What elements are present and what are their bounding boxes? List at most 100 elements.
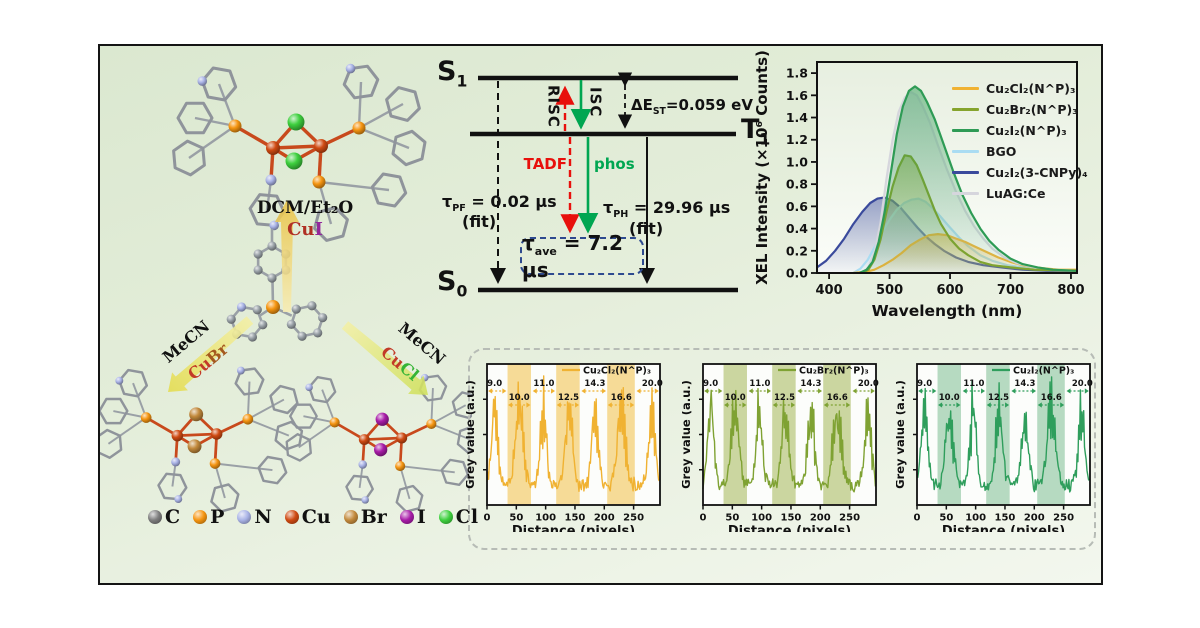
line-pair-band	[507, 364, 531, 505]
line-pair-band	[772, 364, 796, 505]
svg-text:50: 50	[939, 513, 953, 524]
xel-legend-item-1: Cu₂Br₂(N^P)₃	[952, 99, 1088, 120]
svg-text:1.8: 1.8	[786, 66, 808, 81]
carbon-atom	[286, 319, 296, 329]
svg-text:0.8: 0.8	[786, 177, 808, 192]
atom-legend-item-P: P	[193, 506, 224, 528]
reaction-reagent-top: CuI	[287, 219, 323, 240]
t1-label: T1	[741, 114, 771, 149]
svg-text:Cu₂I₂(N^P)₃: Cu₂I₂(N^P)₃	[1013, 366, 1074, 377]
carbon-atom	[247, 332, 258, 342]
svg-text:700: 700	[997, 283, 1024, 298]
svg-text:12.5: 12.5	[774, 393, 795, 403]
svg-text:0.4: 0.4	[786, 221, 808, 236]
svg-text:0: 0	[700, 513, 707, 524]
atom-legend-item-Br: Br	[343, 506, 387, 528]
atom-symbol-Cl: Cl	[455, 506, 479, 528]
xel-legend-item-0: Cu₂Cl₂(N^P)₃	[952, 78, 1088, 99]
xel-legend-item-2: Cu₂I₂(N^P)₃	[952, 120, 1088, 141]
xel-legend-swatch-2	[952, 129, 979, 132]
carbon-atom	[313, 328, 323, 338]
nitrogen-atom	[305, 383, 313, 392]
xel-legend-label-5: LuAG:Ce	[986, 186, 1046, 201]
xel-legend-swatch-1	[952, 108, 979, 111]
tau-ave-box: τave = 7.2 μs	[520, 231, 644, 282]
phosphorus-atom	[352, 121, 366, 135]
line-pair-band	[723, 364, 747, 505]
svg-text:11.0: 11.0	[749, 379, 770, 389]
carbon-atom	[226, 314, 236, 324]
svg-text:200: 200	[810, 513, 831, 524]
tau-pf-fit-label: (fit)	[462, 212, 497, 231]
phosphorus-atom	[266, 300, 280, 314]
reaction-arrow-left	[168, 316, 254, 392]
atom-symbol-N: N	[254, 506, 272, 528]
atom-legend-item-C: C	[148, 506, 180, 528]
phosphorus-atom	[312, 175, 326, 189]
svg-text:500: 500	[876, 283, 903, 298]
svg-text:0.0: 0.0	[786, 266, 808, 281]
svg-text:100: 100	[965, 513, 986, 524]
nitrogen-atom	[171, 457, 181, 467]
svg-text:9.0: 9.0	[703, 379, 718, 389]
nitrogen-atom	[174, 495, 183, 504]
xel-legend-swatch-3	[952, 150, 979, 153]
svg-text:150: 150	[995, 513, 1016, 524]
svg-text:0.2: 0.2	[786, 243, 808, 258]
carbon-atom	[253, 249, 263, 259]
svg-text:50: 50	[725, 513, 739, 524]
svg-text:14.3: 14.3	[584, 379, 605, 389]
grey-value-curve	[486, 375, 660, 492]
atom-ball-P	[193, 510, 208, 524]
svg-text:20.0: 20.0	[1072, 379, 1093, 389]
molecule-cu2br2-complex	[100, 366, 304, 513]
svg-text:20.0: 20.0	[858, 379, 879, 389]
atom-legend-item-I: I	[399, 506, 426, 528]
svg-text:12.5: 12.5	[558, 393, 579, 403]
xel-series-area-2	[859, 86, 1077, 274]
nitrogen-atom	[236, 366, 245, 375]
svg-text:10.0: 10.0	[725, 393, 746, 403]
svg-text:Grey value (a.u.): Grey value (a.u.)	[896, 380, 907, 489]
svg-text:16.6: 16.6	[1041, 393, 1062, 403]
svg-text:Grey value (a.u.): Grey value (a.u.)	[682, 380, 693, 489]
carbon-atom	[307, 301, 317, 311]
atom-legend-item-Cu: Cu	[284, 506, 331, 528]
svg-text:1.2: 1.2	[786, 132, 808, 147]
svg-text:0: 0	[914, 513, 921, 524]
carbon-atom	[252, 305, 262, 315]
tau-pf-label: τPF = 0.02 μs	[442, 192, 557, 215]
xel-legend-label-1: Cu₂Br₂(N^P)₃	[986, 102, 1078, 117]
atom-ball-Cu	[284, 510, 299, 524]
carbon-atom	[267, 273, 277, 283]
reaction-arrow-right	[341, 321, 428, 395]
atom-ball-C	[148, 510, 162, 524]
molecule-cu2i2-complex	[285, 373, 472, 513]
svg-text:800: 800	[1057, 283, 1084, 298]
atom-symbol-Cu: Cu	[301, 506, 331, 528]
svg-text:100: 100	[751, 513, 772, 524]
svg-text:1.4: 1.4	[786, 110, 808, 125]
svg-text:250: 250	[839, 513, 860, 524]
atom-legend-item-Cl: Cl	[438, 506, 479, 528]
svg-text:250: 250	[623, 513, 644, 524]
svg-text:Wavelength (nm): Wavelength (nm)	[872, 302, 1023, 320]
svg-text:0: 0	[484, 513, 491, 524]
grey-value-curve	[916, 376, 1090, 493]
reaction-arrow-up	[275, 200, 299, 312]
halide-atom	[189, 407, 204, 422]
svg-text:20.0: 20.0	[642, 379, 663, 389]
atom-symbol-C: C	[165, 506, 181, 528]
xel-legend-label-4: Cu₂I₂(3-CNPy)₄	[986, 165, 1088, 180]
xel-legend-item-4: Cu₂I₂(3-CNPy)₄	[952, 162, 1088, 183]
grey-value-curve	[702, 388, 877, 493]
carbon-atom	[297, 331, 307, 341]
xel-legend-item-3: BGO	[952, 141, 1088, 162]
carbon-atom	[258, 320, 268, 330]
svg-text:1.0: 1.0	[786, 154, 808, 169]
xel-series-line-2	[858, 85, 1078, 275]
nitrogen-atom	[345, 63, 356, 74]
line-pair-band	[823, 364, 851, 505]
